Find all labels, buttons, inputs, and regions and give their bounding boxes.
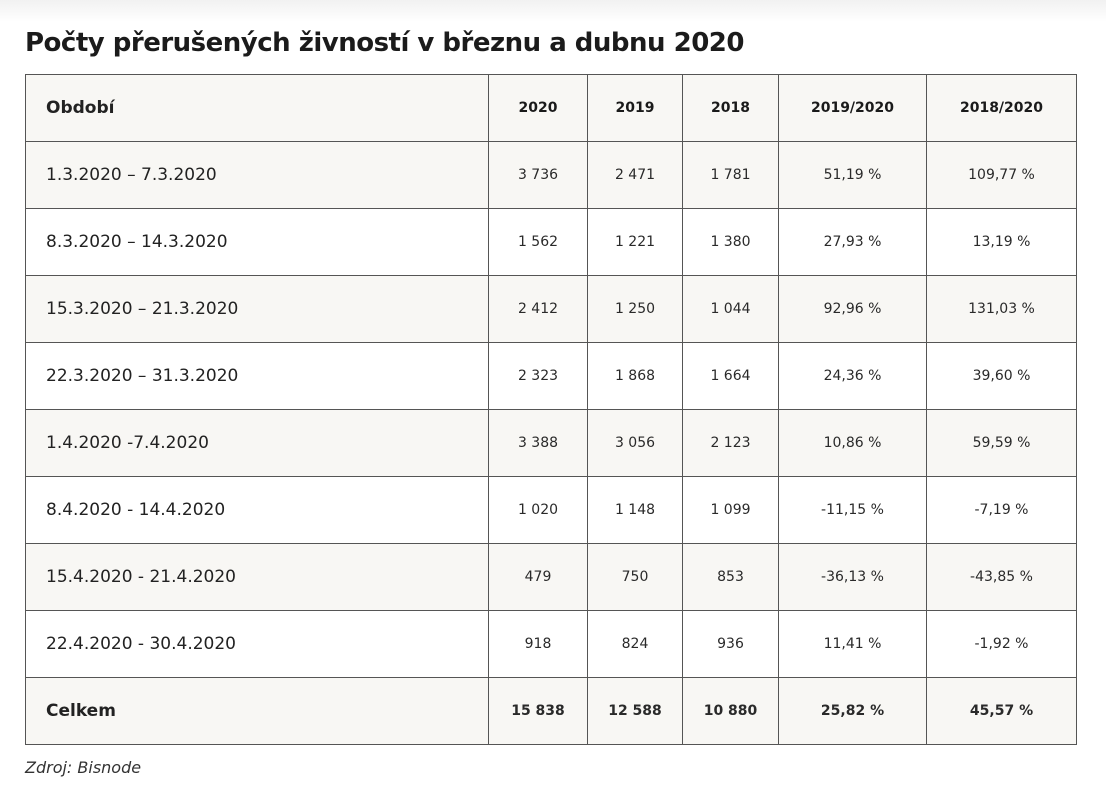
- cell-2019: 2 471: [587, 141, 683, 209]
- table-row: 22.3.2020 – 31.3.2020 2 323 1 868 1 664 …: [25, 342, 1077, 410]
- cell-2019: 1 221: [587, 208, 683, 276]
- cell-2018: 1 664: [682, 342, 779, 410]
- cell-2018: 853: [682, 543, 779, 611]
- table-row: 1.3.2020 – 7.3.2020 3 736 2 471 1 781 51…: [25, 141, 1077, 209]
- cell-ratio-2018-2020: 109,77 %: [926, 141, 1077, 209]
- table-row: 15.4.2020 - 21.4.2020 479 750 853 -36,13…: [25, 543, 1077, 611]
- cell-2019: 1 868: [587, 342, 683, 410]
- cell-ratio-2018-2020: 39,60 %: [926, 342, 1077, 410]
- total-ratio-2019-2020: 25,82 %: [778, 677, 927, 745]
- cell-period: 8.3.2020 – 14.3.2020: [25, 208, 489, 276]
- table-row: 1.4.2020 -7.4.2020 3 388 3 056 2 123 10,…: [25, 409, 1077, 477]
- cell-ratio-2018-2020: 131,03 %: [926, 275, 1077, 343]
- cell-2019: 824: [587, 610, 683, 678]
- cell-2019: 1 148: [587, 476, 683, 544]
- total-ratio-2018-2020: 45,57 %: [926, 677, 1077, 745]
- cell-2020: 3 736: [488, 141, 588, 209]
- header-2019: 2019: [587, 74, 683, 142]
- cell-period: 1.3.2020 – 7.3.2020: [25, 141, 489, 209]
- cell-2019: 3 056: [587, 409, 683, 477]
- cell-ratio-2019-2020: 24,36 %: [778, 342, 927, 410]
- header-ratio-2018-2020: 2018/2020: [926, 74, 1077, 142]
- data-table: Období 2020 2019 2018 2019/2020 2018/202…: [25, 74, 1077, 745]
- header-ratio-2019-2020: 2019/2020: [778, 74, 927, 142]
- table-total-row: Celkem 15 838 12 588 10 880 25,82 % 45,5…: [25, 677, 1077, 745]
- cell-ratio-2018-2020: 59,59 %: [926, 409, 1077, 477]
- cell-ratio-2019-2020: -36,13 %: [778, 543, 927, 611]
- total-2019: 12 588: [587, 677, 683, 745]
- cell-ratio-2018-2020: -1,92 %: [926, 610, 1077, 678]
- cell-ratio-2019-2020: -11,15 %: [778, 476, 927, 544]
- total-2020: 15 838: [488, 677, 588, 745]
- cell-2018: 1 781: [682, 141, 779, 209]
- cell-period: 15.4.2020 - 21.4.2020: [25, 543, 489, 611]
- cell-2020: 1 020: [488, 476, 588, 544]
- cell-period: 22.4.2020 - 30.4.2020: [25, 610, 489, 678]
- cell-ratio-2019-2020: 11,41 %: [778, 610, 927, 678]
- top-fade: [0, 0, 1106, 22]
- cell-2018: 1 099: [682, 476, 779, 544]
- cell-ratio-2019-2020: 51,19 %: [778, 141, 927, 209]
- cell-period: 1.4.2020 -7.4.2020: [25, 409, 489, 477]
- cell-ratio-2019-2020: 92,96 %: [778, 275, 927, 343]
- cell-2020: 479: [488, 543, 588, 611]
- cell-ratio-2018-2020: -43,85 %: [926, 543, 1077, 611]
- table-row: 15.3.2020 – 21.3.2020 2 412 1 250 1 044 …: [25, 275, 1077, 343]
- table-row: 8.3.2020 – 14.3.2020 1 562 1 221 1 380 2…: [25, 208, 1077, 276]
- header-2020: 2020: [488, 74, 588, 142]
- cell-ratio-2019-2020: 27,93 %: [778, 208, 927, 276]
- cell-2019: 1 250: [587, 275, 683, 343]
- table-row: 8.4.2020 - 14.4.2020 1 020 1 148 1 099 -…: [25, 476, 1077, 544]
- cell-2018: 1 380: [682, 208, 779, 276]
- cell-period: 15.3.2020 – 21.3.2020: [25, 275, 489, 343]
- cell-ratio-2018-2020: -7,19 %: [926, 476, 1077, 544]
- cell-period: 8.4.2020 - 14.4.2020: [25, 476, 489, 544]
- cell-2019: 750: [587, 543, 683, 611]
- cell-2020: 2 323: [488, 342, 588, 410]
- total-2018: 10 880: [682, 677, 779, 745]
- cell-2018: 1 044: [682, 275, 779, 343]
- cell-2020: 1 562: [488, 208, 588, 276]
- cell-ratio-2019-2020: 10,86 %: [778, 409, 927, 477]
- cell-ratio-2018-2020: 13,19 %: [926, 208, 1077, 276]
- cell-period: 22.3.2020 – 31.3.2020: [25, 342, 489, 410]
- table-header-row: Období 2020 2019 2018 2019/2020 2018/202…: [25, 74, 1077, 142]
- header-2018: 2018: [682, 74, 779, 142]
- cell-2020: 918: [488, 610, 588, 678]
- table-row: 22.4.2020 - 30.4.2020 918 824 936 11,41 …: [25, 610, 1077, 678]
- cell-2020: 2 412: [488, 275, 588, 343]
- header-period: Období: [25, 74, 489, 142]
- cell-2020: 3 388: [488, 409, 588, 477]
- cell-2018: 2 123: [682, 409, 779, 477]
- cell-2018: 936: [682, 610, 779, 678]
- total-label: Celkem: [25, 677, 489, 745]
- page-title: Počty přerušených živností v březnu a du…: [25, 28, 744, 58]
- source-note: Zdroj: Bisnode: [25, 758, 142, 777]
